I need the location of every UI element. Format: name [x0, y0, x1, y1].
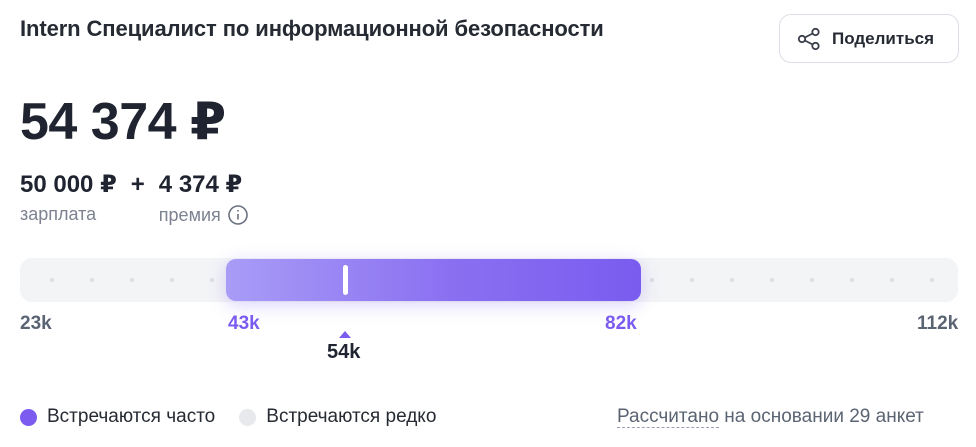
legend-swatch-frequent	[20, 408, 37, 426]
legend-item-frequent: Встречаются часто	[20, 406, 215, 428]
track-dot	[810, 278, 814, 282]
bonus-amount: 4 374 ₽	[158, 171, 243, 198]
track-dot	[890, 278, 894, 282]
total-salary: 54 374 ₽	[20, 93, 226, 151]
current-salary-marker	[343, 265, 348, 295]
track-dot	[930, 278, 934, 282]
track-dot	[50, 278, 54, 282]
current-salary-label: 54k	[327, 341, 361, 363]
bonus-caption-row: премия	[159, 204, 249, 226]
share-button[interactable]: Поделиться	[779, 14, 959, 63]
base-caption: зарплата	[20, 204, 97, 224]
info-icon[interactable]	[227, 204, 249, 226]
legend: Встречаются часто Встречаются редко	[20, 406, 450, 428]
track-dot	[130, 278, 134, 282]
plus-sign: +	[130, 171, 145, 198]
base-salary: 50 000 ₽ зарплата	[20, 170, 117, 225]
current-salary-arrow	[339, 331, 351, 338]
track-dot	[650, 278, 654, 282]
share-label: Поделиться	[832, 28, 935, 48]
track-dot	[850, 278, 854, 282]
legend-item-rare: Встречаются редко	[239, 406, 436, 428]
bonus-caption: премия	[158, 204, 221, 225]
track-dot	[90, 278, 94, 282]
salary-range-bar	[226, 259, 641, 301]
share-icon	[797, 27, 820, 50]
range-high-label: 82k	[605, 313, 637, 334]
range-max-label: 112k	[917, 313, 959, 334]
legend-label-rare: Встречаются редко	[266, 406, 437, 427]
track-dot	[170, 278, 174, 282]
calculation-note-text: на основании 29 анкет	[719, 406, 924, 427]
range-min-label: 23k	[20, 313, 52, 334]
track-dot	[210, 278, 214, 282]
bonus: 4 374 ₽ премия	[159, 170, 249, 226]
calculation-link[interactable]: Рассчитано	[617, 406, 720, 428]
track-dot	[770, 278, 774, 282]
track-dot	[730, 278, 734, 282]
calculation-note: Рассчитано на основании 29 анкет	[617, 406, 924, 428]
range-low-label: 43k	[228, 313, 260, 334]
legend-label-frequent: Встречаются часто	[47, 406, 216, 427]
legend-swatch-rare	[239, 408, 257, 426]
page-title: Intern Специалист по информационной безо…	[20, 16, 604, 41]
salary-breakdown: 50 000 ₽ зарплата + 4 374 ₽ премия	[20, 170, 249, 226]
base-amount: 50 000 ₽	[20, 171, 117, 198]
track-dot	[690, 278, 694, 282]
